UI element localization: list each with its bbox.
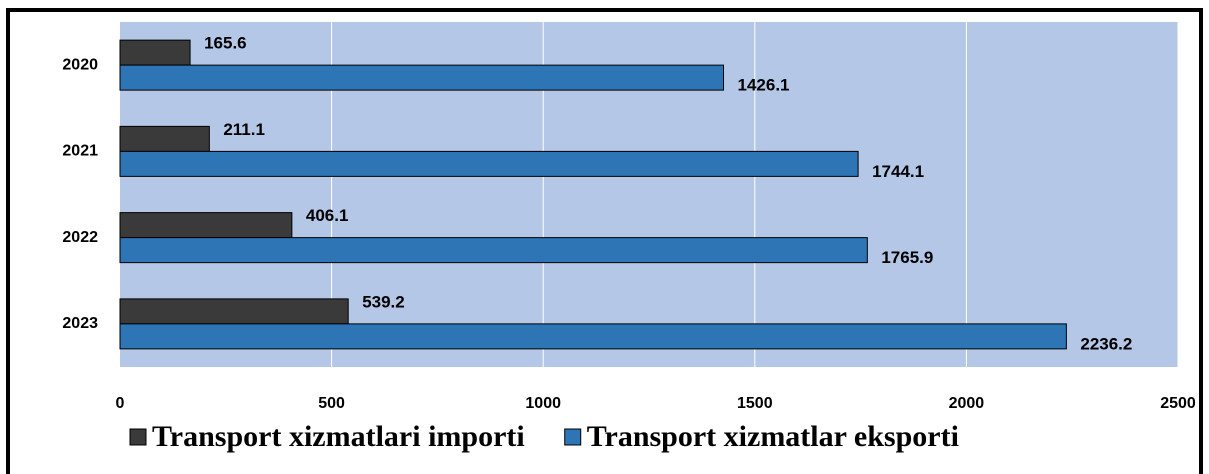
data-label: 539.2 <box>362 292 405 311</box>
x-tick-label: 2000 <box>949 395 985 412</box>
data-label: 1744.1 <box>872 162 924 181</box>
y-tick-label: 2022 <box>62 229 98 246</box>
legend-swatch <box>129 428 147 446</box>
legend-label: Transport xizmatlar eksporti <box>587 420 959 453</box>
data-label: 165.6 <box>204 34 247 53</box>
x-tick-label: 1000 <box>525 395 561 412</box>
bar <box>119 298 349 325</box>
x-tick-label: 1500 <box>737 395 773 412</box>
y-tick-label: 2021 <box>62 143 98 160</box>
bar <box>119 39 191 66</box>
y-tick-label: 2023 <box>62 315 98 332</box>
bar <box>119 150 859 177</box>
legend-swatch <box>564 428 582 446</box>
data-label: 406.1 <box>306 206 349 225</box>
x-tick-label: 500 <box>318 395 345 412</box>
bar <box>119 323 1067 350</box>
data-label: 1765.9 <box>881 248 933 267</box>
data-label: 1426.1 <box>738 76 790 95</box>
x-tick-label: 0 <box>116 395 125 412</box>
data-label: 2236.2 <box>1080 334 1132 353</box>
bar <box>119 237 868 264</box>
bar <box>119 64 725 91</box>
bar <box>119 212 293 239</box>
legend-label: Transport xizmatlari importi <box>152 420 525 453</box>
bar <box>119 125 210 152</box>
data-label: 211.1 <box>223 120 265 139</box>
x-tick-label: 2500 <box>1160 395 1196 412</box>
y-tick-label: 2020 <box>62 56 98 73</box>
frame <box>6 8 1203 474</box>
